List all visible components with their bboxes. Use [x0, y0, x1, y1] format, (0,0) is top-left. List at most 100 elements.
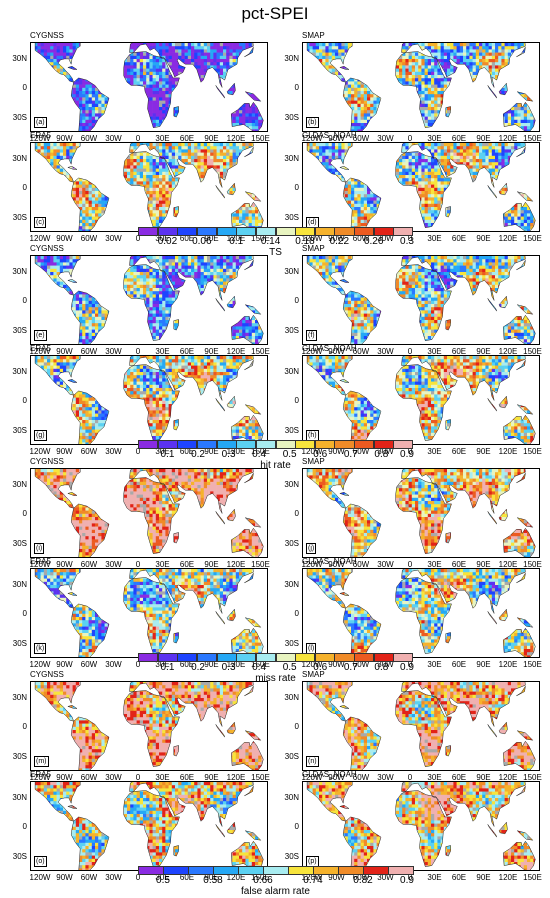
y-tick-label: 30S [279, 326, 299, 335]
x-tick-label: 90E [476, 873, 490, 882]
colorbar-swatch [276, 227, 296, 236]
panel-letter-label: (j) [306, 543, 316, 554]
colorbar-tick-label: 0.4 [252, 662, 266, 673]
x-tick-label: 90E [476, 447, 490, 456]
y-tick-label: 30N [279, 693, 299, 702]
y-tick-label: 30N [7, 367, 27, 376]
map-frame: (k) [30, 568, 268, 658]
colorbar-tick-label: 0.2 [191, 449, 205, 460]
x-tick-label: 60W [81, 234, 97, 243]
colorbar-swatch [138, 866, 164, 875]
y-tick-label: 30S [279, 213, 299, 222]
colorbar-tick-label: 0.22 [330, 236, 349, 247]
panel-dataset-title: ERA5 [30, 770, 51, 779]
map-canvas [303, 782, 540, 871]
map-frame: (n) [302, 681, 540, 771]
colorbar-swatch [217, 653, 237, 662]
colorbar-tick-label: 0.5 [283, 662, 297, 673]
colorbar-tick-label: 0.06 [192, 236, 211, 247]
colorbar-swatch [197, 653, 217, 662]
colorbar-tick-label: 0.4 [252, 449, 266, 460]
colorbar-swatch [338, 866, 364, 875]
y-tick-label: 0 [7, 396, 27, 405]
x-tick-label: 120E [499, 873, 518, 882]
y-tick-label: 30N [279, 154, 299, 163]
colorbar-swatch [138, 653, 158, 662]
panel-dataset-title: ERA5 [30, 131, 51, 140]
x-tick-label: 90W [56, 660, 72, 669]
colorbar-tick-label: 0.3 [222, 662, 236, 673]
y-tick-label: 30S [279, 639, 299, 648]
y-tick-label: 30N [7, 793, 27, 802]
x-tick-label: 120W [30, 660, 51, 669]
y-tick-label: 30S [7, 752, 27, 761]
figure-title: pct-SPEI [0, 4, 550, 24]
land-field [303, 682, 540, 771]
colorbar-title: false alarm rate [138, 886, 413, 897]
colorbar-swatch [163, 866, 189, 875]
x-tick-label: 30E [427, 873, 441, 882]
panel-dataset-title: GLDAS_NOAH [302, 557, 357, 566]
colorbar-tick-label: 0.7 [344, 449, 358, 460]
x-tick-label: 60E [452, 660, 466, 669]
y-tick-label: 0 [279, 83, 299, 92]
y-tick-label: 30N [7, 54, 27, 63]
colorbar-tick-label: 0.5 [156, 875, 170, 886]
colorbar-swatch [276, 440, 296, 449]
colorbar-swatch [374, 653, 394, 662]
colorbar-tick-label: 0.9 [400, 662, 414, 673]
y-tick-label: 0 [279, 822, 299, 831]
land-field [303, 356, 540, 445]
panel-letter-label: (g) [34, 430, 47, 441]
colorbar-tick-label: 0.26 [364, 236, 383, 247]
land-field [303, 43, 540, 132]
land-field [31, 569, 268, 658]
y-tick-label: 30S [7, 539, 27, 548]
colorbar-swatch [374, 227, 394, 236]
colorbar-swatch [288, 866, 314, 875]
colorbar-tick-label: 0.2 [191, 662, 205, 673]
x-tick-label: 60E [452, 234, 466, 243]
x-tick-label: 30W [105, 660, 121, 669]
colorbar-swatch [354, 440, 374, 449]
panel-dataset-title: ERA5 [30, 557, 51, 566]
y-tick-label: 0 [279, 396, 299, 405]
map-canvas [31, 356, 268, 445]
colorbar-swatch [158, 653, 178, 662]
colorbar-swatch [197, 227, 217, 236]
colorbar-swatch [236, 440, 256, 449]
panel-dataset-title: GLDAS_NOAH [302, 344, 357, 353]
colorbar-swatch [313, 866, 339, 875]
x-tick-label: 30E [427, 447, 441, 456]
panel-dataset-title: ERA5 [30, 344, 51, 353]
map-canvas [303, 356, 540, 445]
panel-letter-label: (m) [34, 756, 49, 767]
x-tick-label: 90E [476, 234, 490, 243]
map-frame: (o) [30, 781, 268, 871]
y-tick-label: 30S [7, 639, 27, 648]
land-field [31, 256, 268, 345]
x-tick-label: 150E [523, 873, 542, 882]
y-tick-label: 0 [7, 183, 27, 192]
colorbar-swatch [295, 440, 315, 449]
colorbar-swatch [295, 653, 315, 662]
colorbar-tick-label: 0.82 [353, 875, 372, 886]
map-canvas [31, 682, 268, 771]
map-canvas [303, 256, 540, 345]
panel-letter-label: (i) [34, 543, 44, 554]
y-tick-label: 30N [7, 267, 27, 276]
x-tick-label: 60E [452, 873, 466, 882]
map-canvas [303, 469, 540, 558]
colorbar-swatch [217, 227, 237, 236]
y-tick-label: 0 [7, 296, 27, 305]
y-tick-label: 30S [279, 852, 299, 861]
colorbar-tick-label: 0.9 [400, 449, 414, 460]
y-tick-label: 0 [279, 609, 299, 618]
colorbar-swatch [177, 227, 197, 236]
colorbar-tick-label: 0.02 [158, 236, 177, 247]
